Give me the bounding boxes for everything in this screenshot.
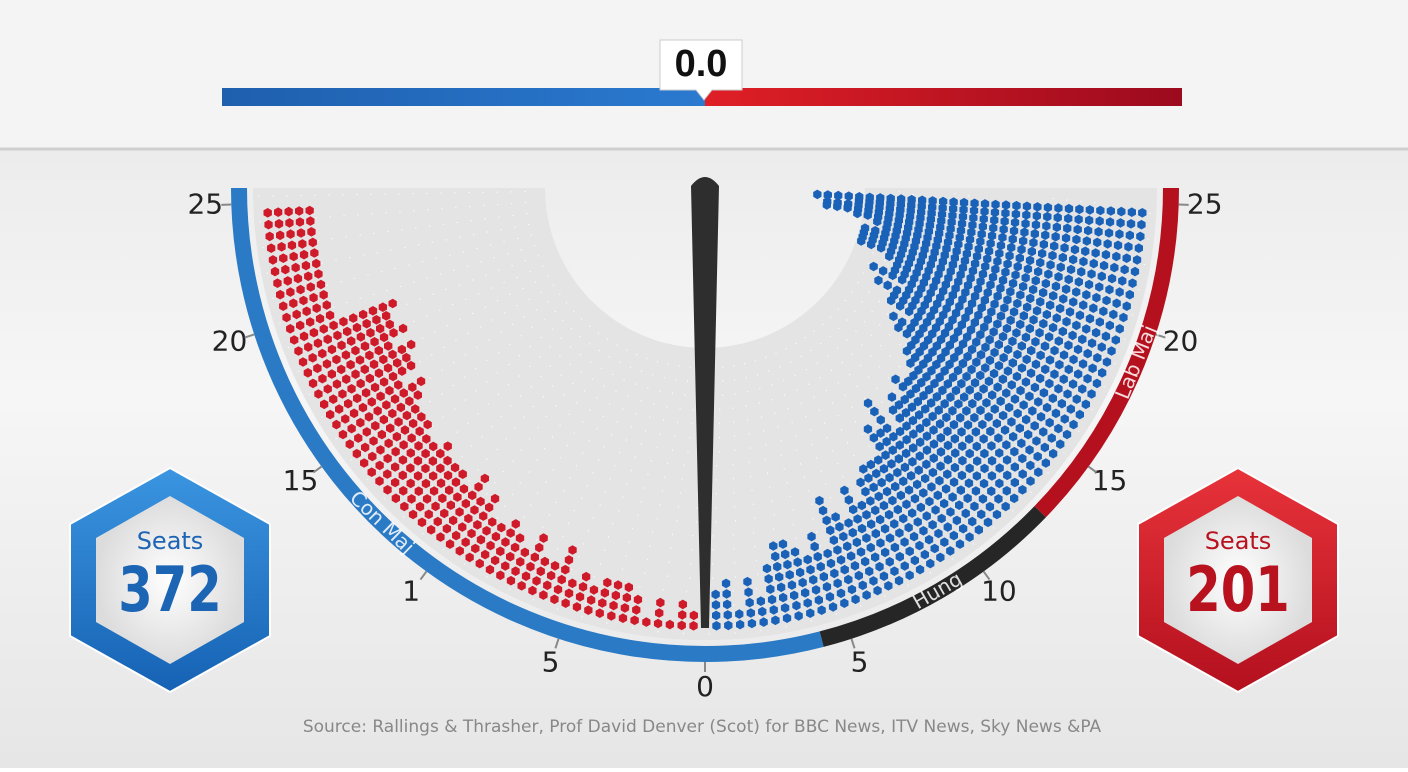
- scale-label: 25: [1187, 187, 1223, 220]
- scale-label: 5: [542, 646, 560, 679]
- scale-label: 10: [981, 575, 1017, 608]
- scale-label: 20: [1163, 325, 1199, 358]
- badge-label: Seats: [137, 527, 204, 555]
- scale-label: 1: [402, 575, 420, 608]
- badge-label: Seats: [1205, 527, 1272, 555]
- swing-value: 0.0: [675, 43, 728, 85]
- scale-label: 15: [1092, 464, 1128, 497]
- scale-label: 20: [212, 325, 248, 358]
- badge-value: 372: [118, 555, 222, 627]
- scale-label: 25: [187, 187, 223, 220]
- scale-label: 5: [851, 646, 869, 679]
- source: Source: Rallings & Thrasher, Prof David …: [303, 717, 1102, 737]
- swing-bar-lab: [705, 88, 1182, 106]
- scale-label: 0: [696, 670, 714, 703]
- scale-label: 15: [283, 464, 319, 497]
- badge-value: 201: [1186, 555, 1290, 627]
- swing-bar-con: [222, 88, 705, 106]
